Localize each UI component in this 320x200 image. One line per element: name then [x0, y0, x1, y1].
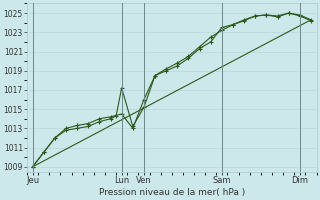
X-axis label: Pression niveau de la mer( hPa ): Pression niveau de la mer( hPa ): [99, 188, 245, 197]
